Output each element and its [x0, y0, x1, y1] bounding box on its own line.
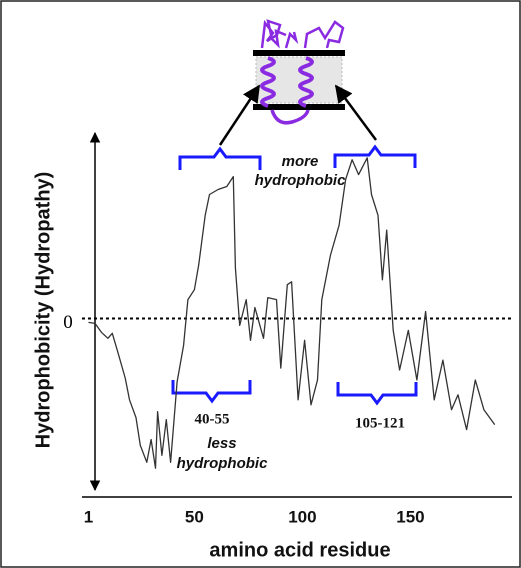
arrow: [334, 84, 378, 141]
membrane-diagram: [253, 19, 345, 125]
bracket: [333, 144, 417, 168]
annotation: hydrophobic: [255, 172, 346, 189]
x-tick-label: 150: [396, 507, 424, 526]
x-tick-label: 100: [288, 507, 316, 526]
x-tick-label: 1: [84, 507, 93, 526]
bracket: [336, 382, 418, 406]
annotation: more: [282, 153, 319, 170]
y-axis-title: Hydrophobicity (Hydropathy): [32, 172, 54, 449]
arrow: [218, 84, 261, 146]
x-tick-label: 50: [185, 507, 204, 526]
data-line: [88, 157, 496, 469]
y-tick-label: 0: [63, 312, 73, 333]
bracket: [178, 146, 262, 170]
range-label: 105-121: [355, 415, 405, 431]
range-label: 40-55: [195, 411, 230, 427]
annotation: less: [207, 435, 236, 452]
x-axis-title: amino acid residue: [209, 539, 390, 561]
bracket: [171, 380, 252, 404]
annotation: hydrophobic: [177, 455, 268, 472]
